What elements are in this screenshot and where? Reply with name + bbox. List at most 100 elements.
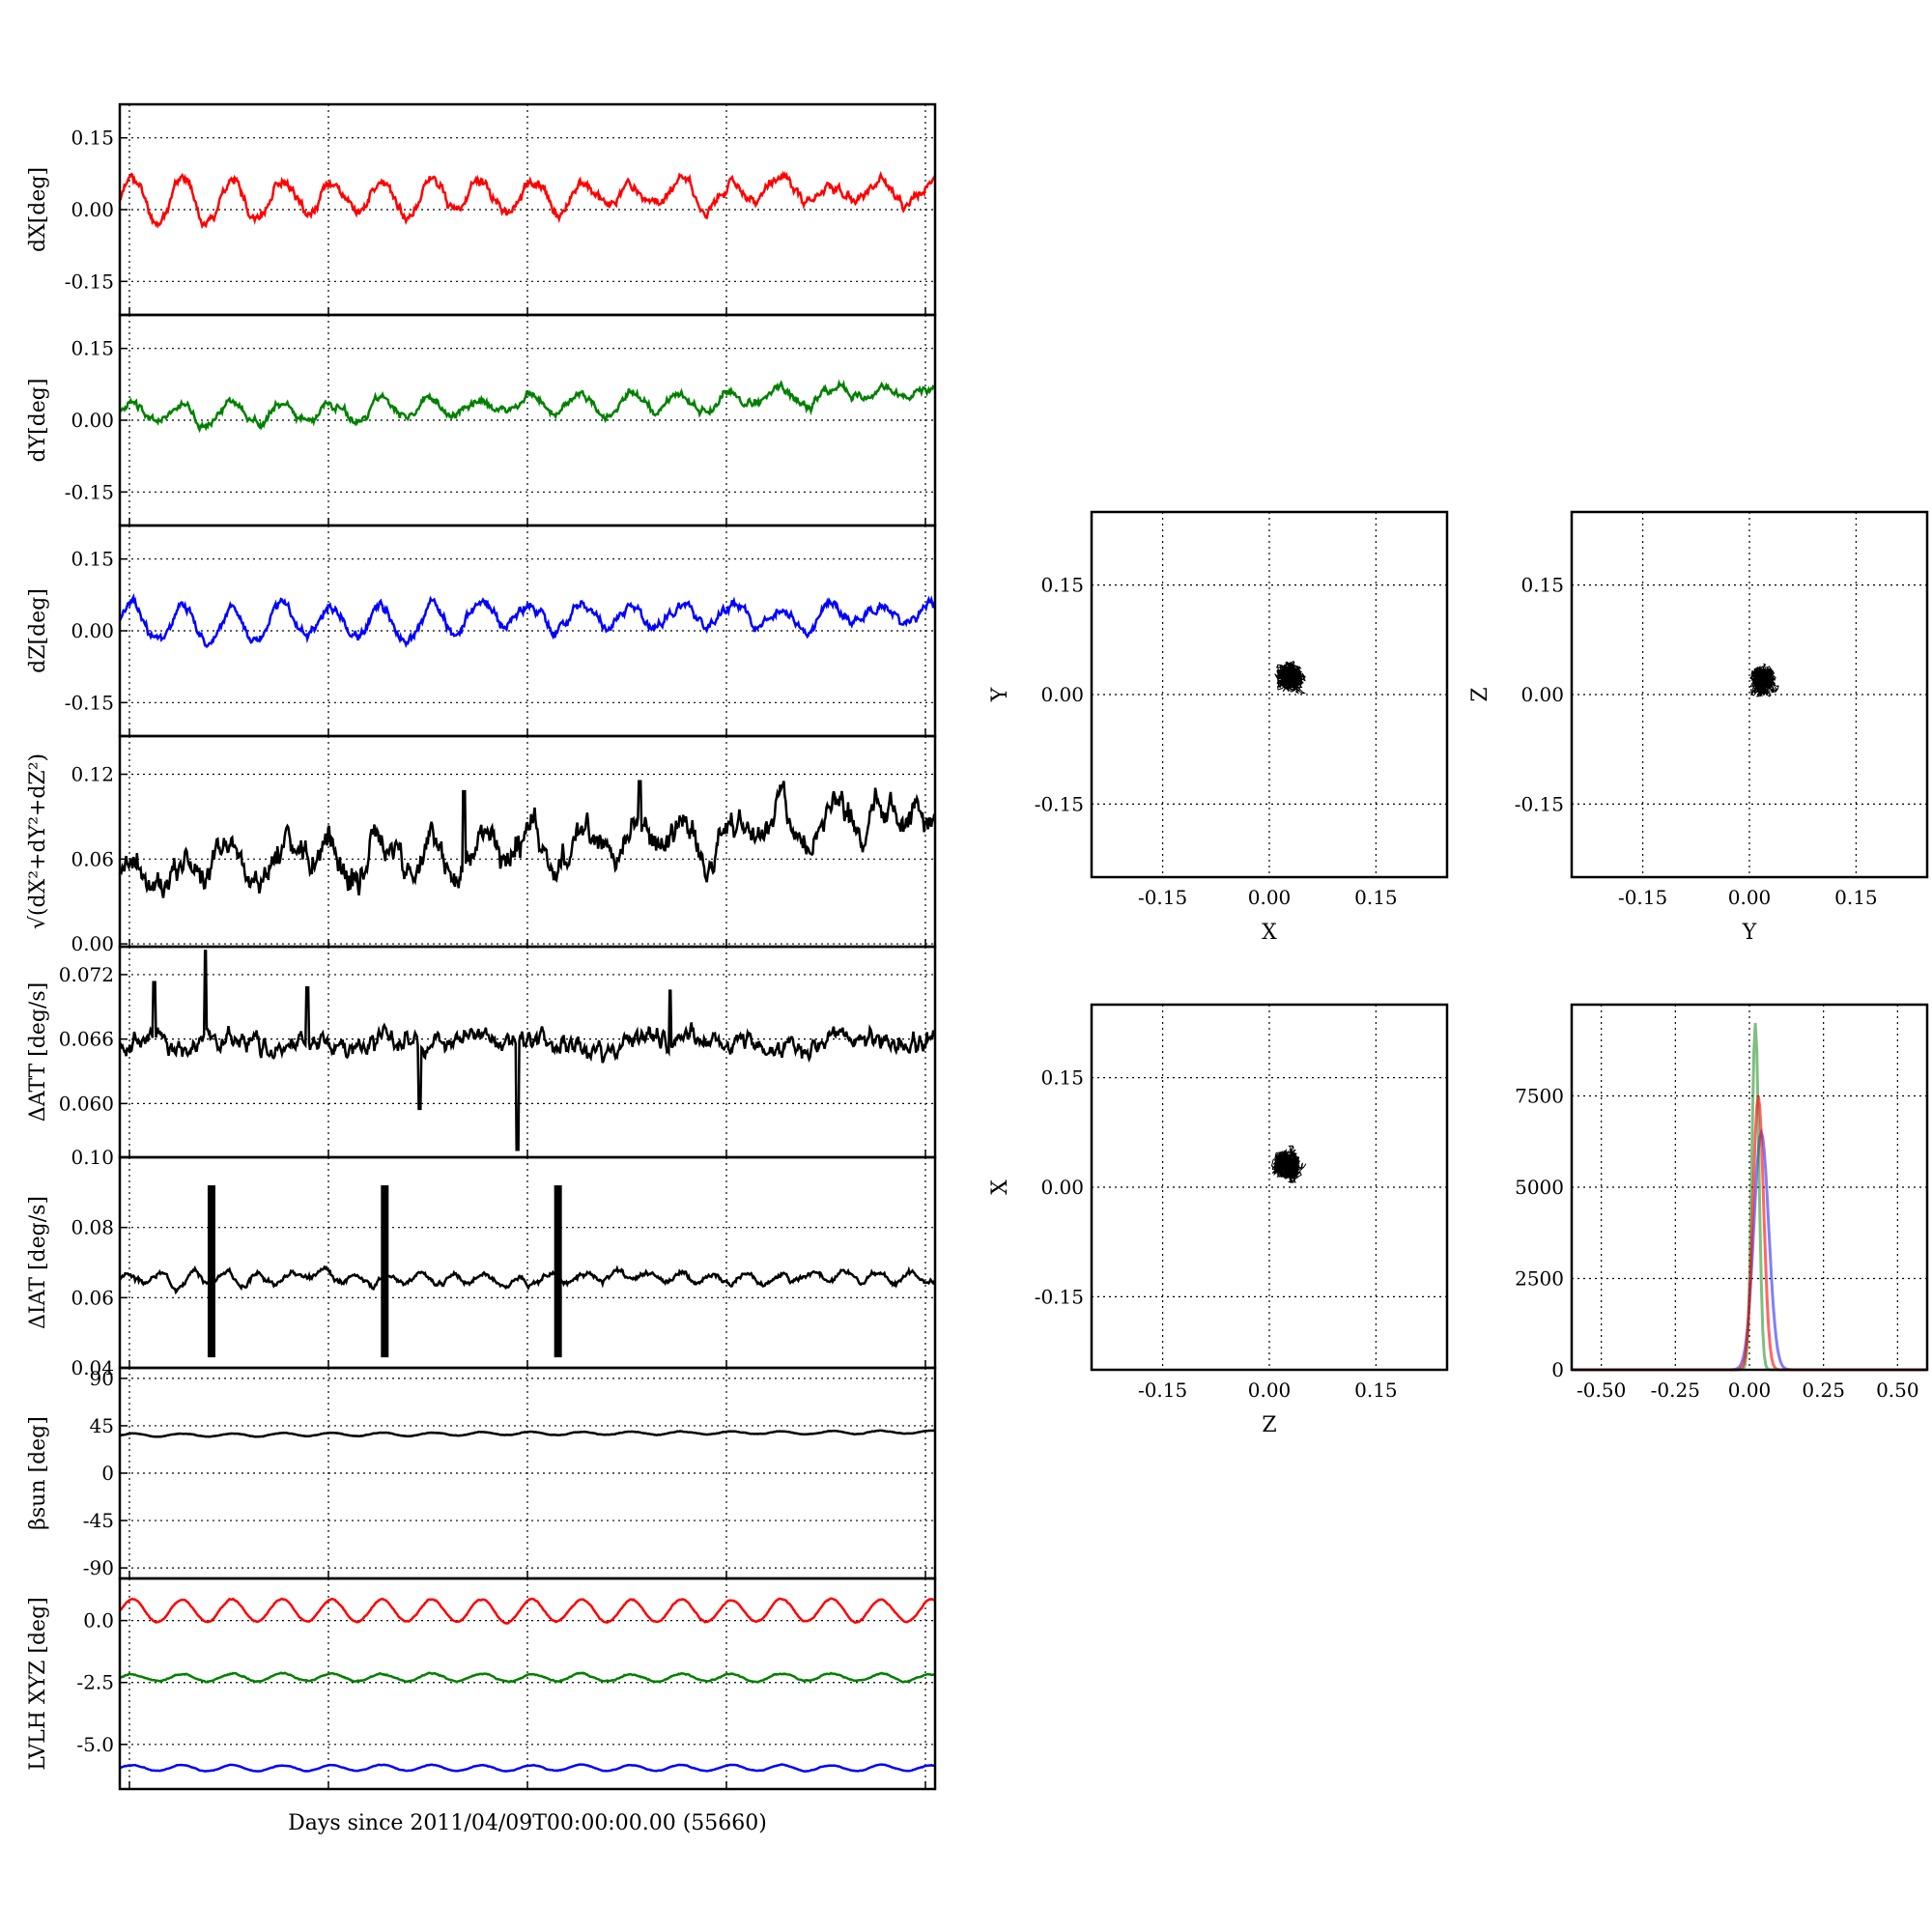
tick-label-x: 0.15 xyxy=(1834,886,1878,909)
panel-dz: 0.15 0.00 -0.15 dZ[deg] xyxy=(26,524,937,738)
tick-label-y: 0.00 xyxy=(71,619,114,642)
tick-label-y: 0.15 xyxy=(71,127,114,150)
tick-label-y: 0 xyxy=(101,1462,114,1485)
axis-label-y: ΔATT [deg/s] xyxy=(26,982,50,1122)
panel-frame xyxy=(1090,510,1449,879)
panel-dy: 0.15 0.00 -0.15 dY[deg] xyxy=(26,313,937,527)
tick-label-y: 0.00 xyxy=(71,409,114,432)
tick-label-y: 0.15 xyxy=(71,337,114,360)
series-line-dy-0 xyxy=(119,379,936,434)
tick-label-x: -0.15 xyxy=(1138,1378,1187,1402)
tick-label-x: -0.50 xyxy=(1577,1378,1626,1402)
series-line-diat-0 xyxy=(118,1264,937,1295)
scatter-trace-zx xyxy=(1270,1145,1307,1184)
series-line-datt-0 xyxy=(119,950,937,1151)
tick-label-y: 0.00 xyxy=(71,198,114,221)
panel-beta: 90 45 0 -45 -90 βsun [deg] xyxy=(26,1366,937,1580)
tick-label-y: -45 xyxy=(83,1509,114,1532)
tick-label-y: 2500 xyxy=(1515,1267,1564,1291)
tick-label-x: -0.15 xyxy=(1138,886,1187,909)
burst-mark xyxy=(207,1185,215,1358)
axis-label-y: LVLH XYZ [deg] xyxy=(26,1597,50,1771)
tick-label-y: 0.00 xyxy=(71,932,114,955)
tick-label-y: 0.06 xyxy=(71,847,114,870)
panel-frame xyxy=(1570,1003,1929,1372)
axis-label-y: X xyxy=(988,1179,1012,1195)
tick-label-y: 0 xyxy=(1551,1358,1564,1381)
tick-label-y: 0.072 xyxy=(59,963,114,986)
tick-label-y: -90 xyxy=(83,1556,114,1579)
axis-label-y: ΔIAT [deg/s] xyxy=(26,1196,50,1329)
series-line-lvlh-2 xyxy=(119,1763,936,1773)
tick-label-y: -2.5 xyxy=(76,1671,114,1694)
tick-label-y: -0.15 xyxy=(1515,792,1564,815)
tick-label-y: 0.12 xyxy=(71,763,114,786)
tick-label-x: 0.00 xyxy=(1248,1378,1292,1402)
tick-label-y: -0.15 xyxy=(1035,792,1084,815)
series-line-beta-0 xyxy=(120,1429,936,1438)
panel-lvlh: 0.0 -2.5 -5.0 LVLH XYZ [deg] Days since 2011… xyxy=(26,1577,937,1835)
panel-hist: -0.50 -0.25 0.00 0.25 0.50 7500 5000 2500 0 xyxy=(1515,1003,1929,1402)
series-line-dx-0 xyxy=(119,170,937,230)
scatter-trace-xy xyxy=(1274,660,1307,695)
axis-label-y: Z xyxy=(1468,687,1492,701)
tick-label-y: -0.15 xyxy=(65,691,114,714)
tick-label-y: 5000 xyxy=(1515,1176,1564,1199)
tick-label-y: -0.15 xyxy=(1035,1285,1084,1308)
scatter-and-histogram-panels: -0.15 -0.15 0.00 0.00 0.15 0.15 X Y -0.15 -0.15 0.… xyxy=(988,510,1929,1437)
series-line-dr-0 xyxy=(118,780,937,898)
axis-label-y: √(dX²+dY²+dZ²) xyxy=(26,753,50,929)
panel-yz: -0.15 -0.15 0.00 0.00 0.15 0.15 Y Z xyxy=(1468,510,1929,945)
panel-frame xyxy=(118,1577,937,1791)
tick-label-y: 0.08 xyxy=(71,1216,114,1239)
tick-label-x: 0.25 xyxy=(1802,1378,1845,1402)
panel-xy: -0.15 -0.15 0.00 0.00 0.15 0.15 X Y xyxy=(988,510,1449,945)
tick-label-y: 0.066 xyxy=(59,1028,114,1051)
axis-label-y: dY[deg] xyxy=(26,379,50,463)
panel-frame xyxy=(1570,510,1929,879)
axis-label-y: βsun [deg] xyxy=(26,1416,50,1530)
tick-label-y: 0.10 xyxy=(71,1146,114,1169)
tick-label-y: 0.00 xyxy=(1520,683,1564,706)
tick-label-y: 0.15 xyxy=(71,548,114,571)
burst-mark xyxy=(554,1185,562,1358)
panel-diat: 0.08 0.06 0.04 ΔIAT [deg/s] xyxy=(26,1155,937,1379)
series-line-lvlh-1 xyxy=(119,1671,936,1684)
tick-label-y: -0.15 xyxy=(65,480,114,503)
panel-frame xyxy=(1090,1003,1449,1372)
tick-label-y: -0.15 xyxy=(65,270,114,293)
tick-label-y: 0.15 xyxy=(1040,574,1084,597)
tick-label-y: 0.15 xyxy=(1520,574,1564,597)
tick-label-x: 0.15 xyxy=(1354,886,1398,909)
burst-mark xyxy=(381,1185,389,1358)
tick-label-y: -5.0 xyxy=(76,1733,114,1756)
tick-label-y: 0.15 xyxy=(1040,1066,1084,1090)
axis-label-y: Y xyxy=(988,687,1012,702)
panel-dr: 0.12 0.06 0.00 √(dX²+dY²+dZ²) xyxy=(26,734,937,955)
tick-label-x: 0.50 xyxy=(1876,1378,1919,1402)
tick-label-y: 0.0 xyxy=(83,1609,114,1633)
tick-label-y: 0.00 xyxy=(1040,683,1084,706)
tick-label-y: 0.04 xyxy=(71,1356,114,1379)
tick-label-y: 90 xyxy=(90,1367,114,1390)
axis-label-y: dZ[deg] xyxy=(26,588,50,673)
tick-label-x: -0.15 xyxy=(1618,886,1667,909)
scatter-trace-yz xyxy=(1749,663,1779,697)
panel-datt: 0.072 0.066 0.060 0.10 ΔATT [deg/s] xyxy=(26,945,937,1169)
tick-label-y: 0.060 xyxy=(59,1092,114,1115)
axis-label-x: Z xyxy=(1262,1413,1276,1437)
tick-label-y: 45 xyxy=(90,1414,114,1437)
tick-label-x: -0.25 xyxy=(1651,1378,1700,1402)
panel-zx: -0.15 -0.15 0.00 0.00 0.15 0.15 Z X xyxy=(988,1003,1449,1437)
tick-label-x: 0.00 xyxy=(1728,886,1772,909)
panel-dx: 0.15 0.00 -0.15 dX[deg] xyxy=(26,102,937,317)
tick-label-x: 0.00 xyxy=(1248,886,1292,909)
axis-label-x: Days since 2011/04/09T00:00:00.00 (55660… xyxy=(288,1811,767,1835)
tick-label-x: 0.15 xyxy=(1354,1378,1398,1402)
time-series-panels: 0.150.00-0.15dX[deg]0.150.00-0.15dY[deg]… xyxy=(26,102,937,1835)
series-line-dz-0 xyxy=(118,592,937,649)
axis-label-y: dX[deg] xyxy=(26,167,50,252)
tick-label-y: 0.06 xyxy=(71,1286,114,1309)
tick-label-y: 7500 xyxy=(1515,1085,1564,1108)
